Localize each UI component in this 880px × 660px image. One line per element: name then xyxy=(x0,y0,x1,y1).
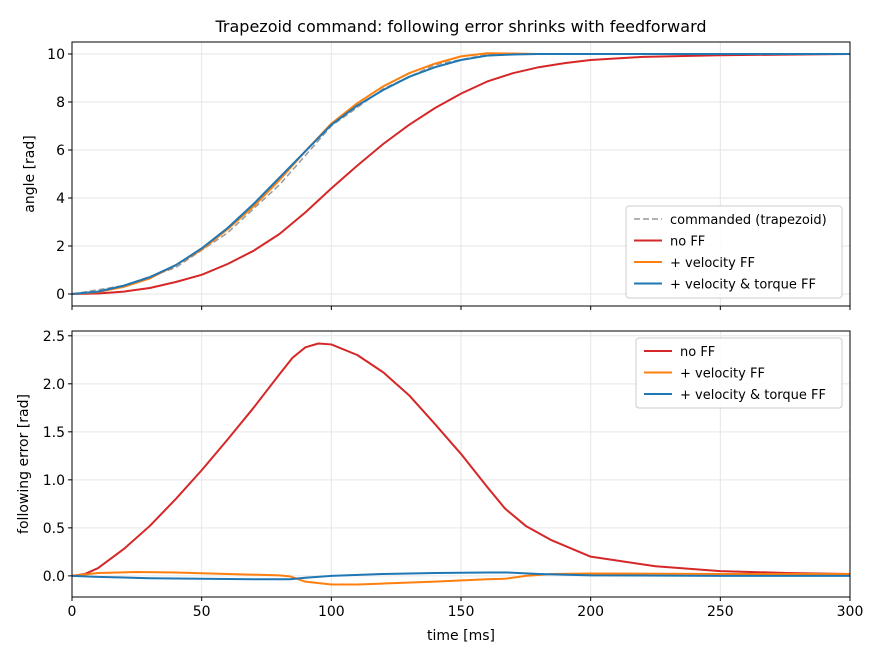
y-tick-label: 0.5 xyxy=(43,521,65,537)
legend-label: + velocity FF xyxy=(670,256,755,271)
x-tick-label: 0 xyxy=(68,604,77,620)
y-tick-label: 1.0 xyxy=(43,473,65,489)
legend-label: + velocity & torque FF xyxy=(680,388,826,403)
y-tick-label: 0.0 xyxy=(43,569,65,585)
y-tick-label: 2.0 xyxy=(43,377,65,393)
legend-label: no FF xyxy=(670,235,705,250)
top-y-axis-label: angle [rad] xyxy=(22,135,38,212)
y-tick-label: 1.5 xyxy=(43,425,65,441)
x-tick-label: 150 xyxy=(448,604,475,620)
y-tick-label: 10 xyxy=(47,47,65,63)
y-tick-label: 8 xyxy=(56,95,65,111)
x-tick-label: 200 xyxy=(577,604,604,620)
x-tick-label: 100 xyxy=(318,604,345,620)
bottom-panel-following-error: 0 50 100 150 200 250 300 0.0 0.5 1.0 1.5 2.0 2.5 no F… xyxy=(43,329,864,620)
bottom-y-axis-label: following error [rad] xyxy=(16,394,32,534)
x-axis-label: time [ms] xyxy=(427,628,495,644)
y-tick-label: 0 xyxy=(56,287,65,303)
chart-title: Trapezoid command: following error shrin… xyxy=(214,17,706,36)
series-line-no-ff xyxy=(72,53,850,295)
x-tick-label: 50 xyxy=(193,604,211,620)
y-tick-label: 4 xyxy=(56,191,65,207)
legend-label: no FF xyxy=(680,345,715,360)
y-tick-label: 2 xyxy=(56,239,65,255)
legend-box xyxy=(625,205,843,299)
x-tick-label: 250 xyxy=(707,604,734,620)
x-tick-label: 300 xyxy=(837,604,864,620)
series-line-no-ff xyxy=(72,342,850,577)
top-panel-angle: 0 2 4 6 8 10 commanded (trapezoid) no FF + veloc… xyxy=(47,41,851,310)
legend-label: + velocity & torque FF xyxy=(670,278,816,293)
series-line--velocity-torque-ff xyxy=(72,53,850,295)
legend-box xyxy=(635,337,843,409)
legend-label: commanded (trapezoid) xyxy=(670,213,827,228)
series-line--velocity-torque-ff xyxy=(72,571,850,581)
y-tick-label: 6 xyxy=(56,143,65,159)
y-tick-label: 2.5 xyxy=(43,329,65,345)
legend-label: + velocity FF xyxy=(680,367,765,382)
